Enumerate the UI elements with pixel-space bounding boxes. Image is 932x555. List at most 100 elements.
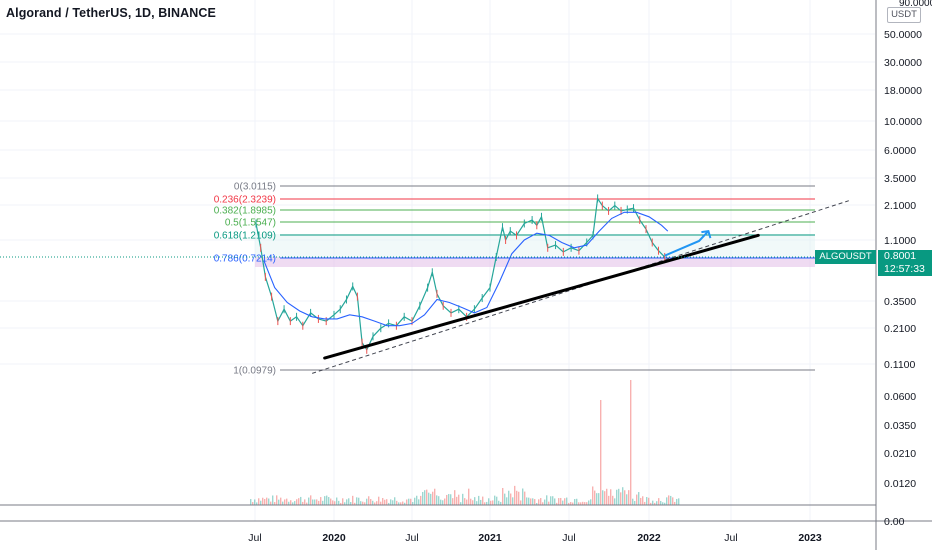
volume-bar xyxy=(564,498,566,505)
volume-bar xyxy=(622,487,624,505)
volume-bar xyxy=(386,499,388,505)
volume-bar xyxy=(450,494,452,505)
y-tick-label: 1.1000 xyxy=(884,235,916,247)
volume-bar xyxy=(428,492,430,505)
volume-bar xyxy=(260,500,262,505)
last-price-value: 0.8001 xyxy=(884,250,917,262)
volume-bar xyxy=(628,490,630,505)
volume-bar xyxy=(318,500,320,505)
volume-bar xyxy=(598,493,600,505)
volume-bar xyxy=(528,497,530,505)
volume-bar xyxy=(252,502,254,505)
volume-bar xyxy=(638,492,640,505)
volume-bar xyxy=(280,497,282,505)
fib-zone-0618 xyxy=(255,234,815,257)
volume-bar xyxy=(580,502,582,505)
volume-bar xyxy=(540,498,542,505)
y-tick-label: 30.0000 xyxy=(884,57,922,69)
volume-bar xyxy=(346,499,348,505)
volume-bar xyxy=(314,499,316,505)
volume-bar xyxy=(400,502,402,505)
volume-bar xyxy=(662,502,664,505)
y-tick-label: 6.0000 xyxy=(884,145,916,157)
volume-bar xyxy=(492,500,494,505)
fib-level-label: 0.382(1.8985) xyxy=(214,206,276,217)
volume-bar xyxy=(410,498,412,505)
currency-badge[interactable]: USDT xyxy=(887,7,921,23)
volume-bar xyxy=(356,497,358,505)
volume-bar xyxy=(312,499,314,505)
volume-bar xyxy=(336,497,338,505)
volume-bar xyxy=(588,500,590,505)
volume-bar xyxy=(476,501,478,505)
volume-bar xyxy=(384,499,386,505)
volume-bar xyxy=(630,380,632,505)
volume-bar xyxy=(296,499,298,505)
volume-tick-label: 0.0350 xyxy=(884,420,916,432)
volume-bar xyxy=(452,498,454,505)
volume-bar xyxy=(570,502,572,505)
volume-bar xyxy=(256,502,258,505)
volume-bar xyxy=(348,498,350,505)
volume-bar xyxy=(636,494,638,505)
projection-arrow[interactable] xyxy=(664,230,710,257)
volume-bar xyxy=(422,491,424,505)
fib-level-label: 0.618(1.2109) xyxy=(214,231,276,242)
volume-bar xyxy=(554,498,556,505)
volume-bar xyxy=(342,498,344,505)
volume-bar xyxy=(288,501,290,505)
volume-bar xyxy=(626,494,628,505)
fib-level-label: 0.236(2.3239) xyxy=(214,195,276,206)
fibonacci-levels: 0(3.0115) 0.236(2.3239)0.382(1.8985)0.5(1… xyxy=(214,182,815,377)
y-tick-label: 0.2100 xyxy=(884,323,916,335)
volume-bar xyxy=(282,501,284,505)
volume-bar xyxy=(250,499,252,505)
volume-bar xyxy=(254,499,256,505)
volume-bar xyxy=(674,501,676,505)
symbol-price-label: ALGOUSDT xyxy=(815,250,876,264)
volume-bar xyxy=(650,502,652,505)
volume-bar xyxy=(520,500,522,505)
support-trend-line[interactable] xyxy=(323,233,760,360)
x-tick-label: Jul xyxy=(562,532,575,544)
volume-bar xyxy=(676,498,678,505)
volume-bar xyxy=(264,499,266,505)
volume-bar xyxy=(258,498,260,505)
volume-bar xyxy=(278,499,280,505)
volume-bar xyxy=(460,502,462,505)
volume-bar xyxy=(530,498,532,505)
volume-bar xyxy=(640,497,642,505)
volume-bar xyxy=(548,501,550,505)
volume-bar xyxy=(496,496,498,505)
x-tick-label: 2022 xyxy=(637,532,661,544)
volume-bar xyxy=(470,498,472,505)
volume-bar xyxy=(274,502,276,505)
volume-bar xyxy=(534,499,536,505)
projection-arrow-head xyxy=(701,229,712,239)
volume-bar xyxy=(362,501,364,505)
volume-bar xyxy=(430,493,432,505)
volume-bar xyxy=(284,499,286,505)
volume-bar xyxy=(546,495,548,505)
y-tick-label: 10.0000 xyxy=(884,116,922,128)
volume-bar xyxy=(670,495,672,505)
volume-bar xyxy=(590,499,592,505)
volume-bar xyxy=(398,502,400,505)
y-tick-label: 18.0000 xyxy=(884,85,922,97)
volume-bar xyxy=(538,499,540,505)
volume-bar xyxy=(532,498,534,505)
volume-bar xyxy=(464,498,466,505)
fib-zone-highlight xyxy=(255,257,815,267)
volume-bar xyxy=(440,499,442,505)
volume-bar xyxy=(484,502,486,505)
volume-bar xyxy=(316,499,318,505)
volume-bar xyxy=(542,502,544,505)
volume-bar xyxy=(272,495,274,505)
volume-bar xyxy=(294,501,296,505)
volume-bar xyxy=(486,501,488,505)
volume-bar xyxy=(458,494,460,505)
fib-level-label: 0.5(1.5547) xyxy=(225,218,276,229)
